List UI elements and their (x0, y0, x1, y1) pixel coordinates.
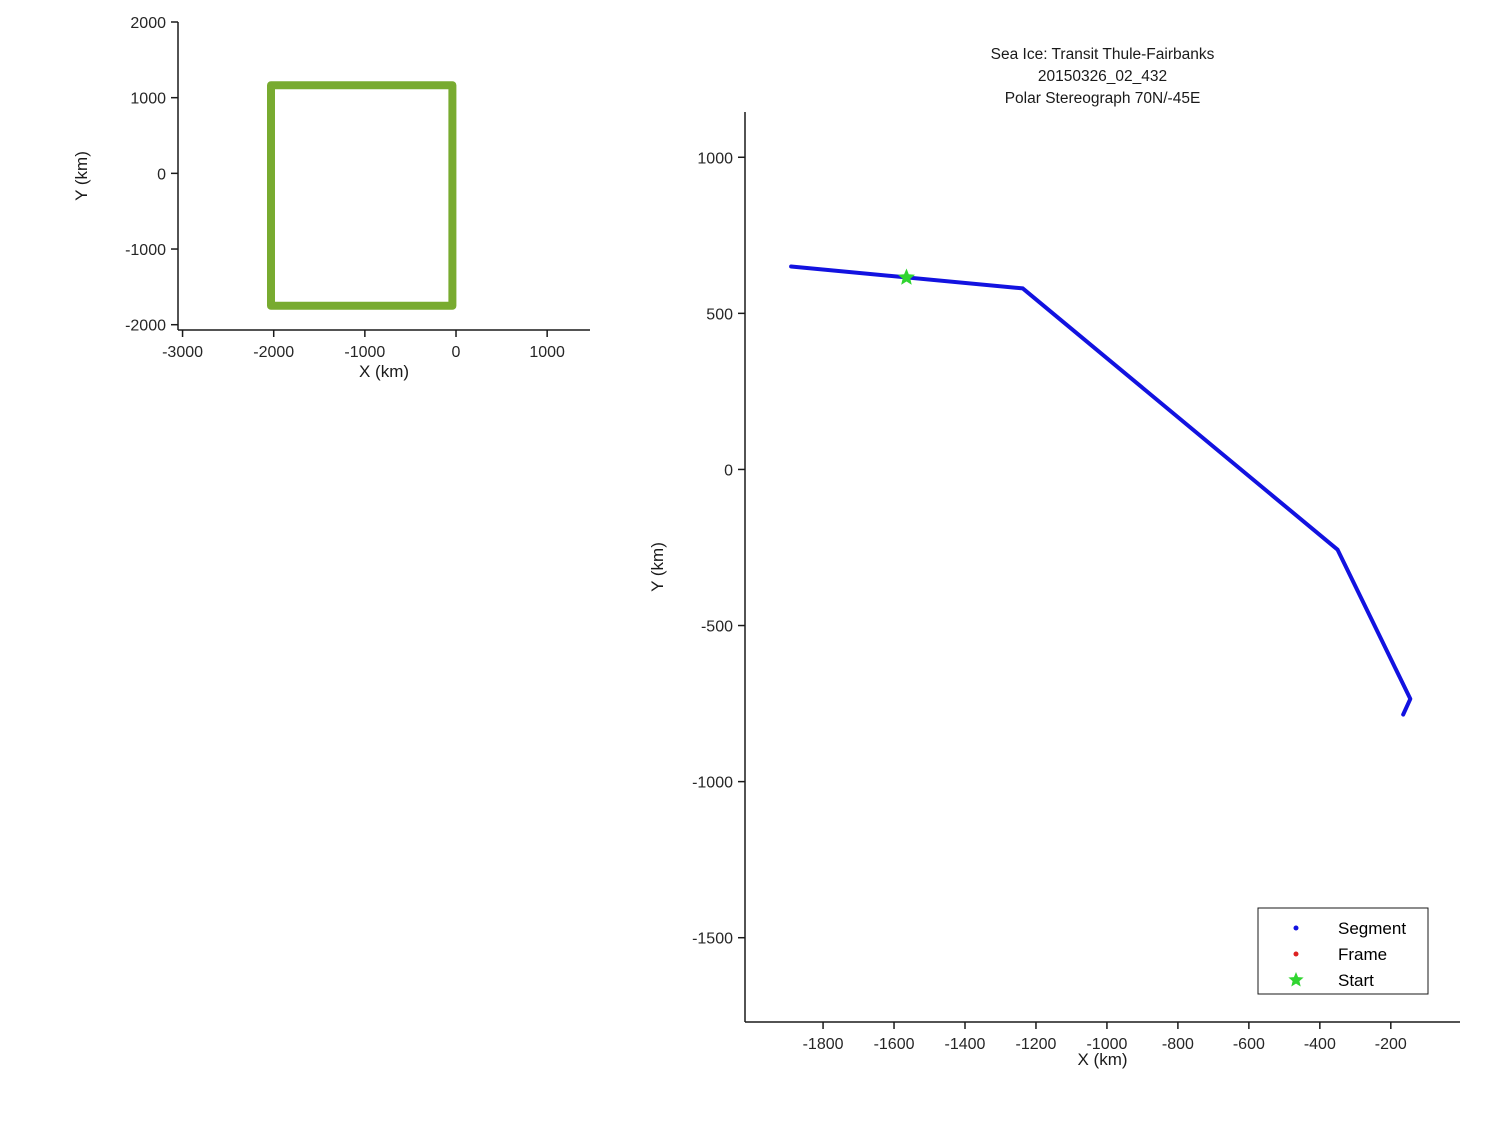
transit-title-line-2: 20150326_02_432 (1037, 68, 1168, 85)
svg-text:Frame: Frame (1338, 945, 1387, 964)
svg-text:500: 500 (706, 306, 733, 323)
svg-text:Segment: Segment (1338, 919, 1406, 938)
svg-text:-500: -500 (701, 619, 733, 636)
transit-plot-svg: -1800 -1600 -1400 -1200 -1000 -800 -600 -400 -20… (692, 112, 1460, 1053)
svg-text:-3000: -3000 (162, 344, 203, 361)
svg-text:-1500: -1500 (692, 931, 733, 948)
svg-text:0: 0 (452, 344, 461, 361)
svg-text:-200: -200 (1375, 1036, 1407, 1053)
svg-text:1000: 1000 (697, 150, 733, 167)
svg-text:-1800: -1800 (803, 1036, 844, 1053)
transit-title: Sea Ice: Transit Thule-Fairbanks 2015032… (745, 44, 1460, 110)
svg-text:-800: -800 (1162, 1036, 1194, 1053)
figure-overview: -3000 -2000 -1000 0 1000 -2000 -1000 0 1000 2000 … (0, 0, 640, 420)
svg-text:-1000: -1000 (125, 242, 166, 259)
svg-text:-1200: -1200 (1016, 1036, 1057, 1053)
svg-text:-1400: -1400 (945, 1036, 986, 1053)
overview-plot-svg: -3000 -2000 -1000 0 1000 -2000 -1000 0 1000 2000 (125, 15, 590, 361)
svg-text:-600: -600 (1233, 1036, 1265, 1053)
transit-title-line-3: Polar Stereograph 70N/-45E (1004, 90, 1201, 107)
svg-text:-1000: -1000 (1086, 1036, 1127, 1053)
svg-text:-1000: -1000 (344, 344, 385, 361)
svg-text:1000: 1000 (130, 91, 166, 108)
svg-text:-2000: -2000 (125, 318, 166, 335)
svg-text:-1000: -1000 (692, 775, 733, 792)
svg-text:-2000: -2000 (253, 344, 294, 361)
figure-transit: Sea Ice: Transit Thule-Fairbanks 2015032… (640, 0, 1500, 1125)
svg-text:2000: 2000 (130, 15, 166, 32)
svg-text:1000: 1000 (529, 344, 565, 361)
transit-y-axis-label: Y (km) (648, 542, 667, 592)
svg-text:-1600: -1600 (874, 1036, 915, 1053)
svg-text:0: 0 (724, 462, 733, 479)
svg-text:-400: -400 (1304, 1036, 1336, 1053)
overview-y-axis-label: Y (km) (72, 151, 91, 201)
overview-x-axis-label: X (km) (358, 362, 410, 381)
svg-text:0: 0 (157, 166, 166, 183)
transit-title-line-1: Sea Ice: Transit Thule-Fairbanks (990, 46, 1215, 63)
svg-text:Start: Start (1338, 971, 1374, 990)
transit-x-axis-label: X (km) (1077, 1050, 1128, 1069)
